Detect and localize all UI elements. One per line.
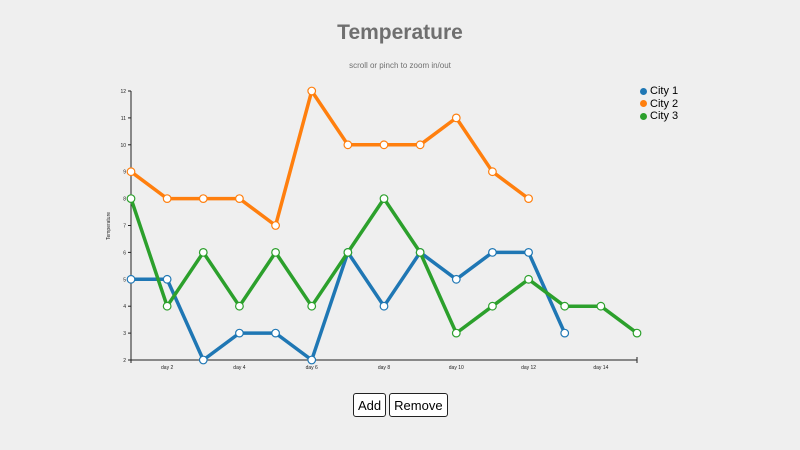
data-point[interactable] — [235, 301, 244, 311]
data-point[interactable] — [524, 247, 533, 257]
button-bar: Add Remove — [353, 393, 448, 417]
data-point[interactable] — [488, 167, 497, 177]
data-point[interactable] — [162, 301, 172, 311]
legend-label: City 1 — [650, 85, 679, 98]
x-tick-label: day 2 — [161, 365, 173, 371]
data-point[interactable] — [235, 328, 244, 338]
chart-lines — [126, 86, 642, 365]
y-tick-label: 6 — [123, 250, 126, 256]
data-point[interactable] — [271, 328, 280, 338]
data-point[interactable] — [343, 247, 353, 257]
data-point[interactable] — [451, 328, 461, 338]
data-point[interactable] — [379, 140, 389, 150]
data-point[interactable] — [560, 301, 570, 311]
data-point[interactable] — [488, 301, 497, 311]
y-tick-label: 9 — [123, 170, 126, 176]
data-point[interactable] — [307, 355, 317, 365]
data-point[interactable] — [198, 247, 208, 257]
data-point[interactable] — [307, 86, 317, 96]
data-point[interactable] — [379, 301, 389, 311]
data-point[interactable] — [632, 328, 642, 338]
data-point[interactable] — [162, 274, 172, 284]
data-point[interactable] — [126, 194, 136, 204]
chart-title: Temperature — [337, 21, 463, 44]
y-tick-label: 4 — [123, 304, 126, 310]
x-tick-label: day 10 — [449, 365, 464, 371]
y-tick-label: 8 — [123, 197, 126, 203]
data-point[interactable] — [379, 194, 389, 204]
legend-label: City 3 — [650, 110, 679, 123]
data-point[interactable] — [451, 274, 461, 284]
y-tick-label: 3 — [123, 331, 126, 337]
legend: City 1 City 2 City 3 — [640, 85, 678, 123]
legend-color-dot-icon — [640, 100, 647, 108]
data-point[interactable] — [596, 301, 606, 311]
data-point[interactable] — [415, 140, 425, 150]
data-point[interactable] — [126, 167, 136, 177]
y-tick-label: 10 — [120, 143, 126, 149]
data-point[interactable] — [198, 355, 208, 365]
add-button[interactable]: Add — [353, 393, 387, 417]
data-point[interactable] — [451, 113, 461, 123]
data-point[interactable] — [524, 274, 533, 284]
legend-item[interactable]: City 3 — [640, 110, 678, 123]
data-point[interactable] — [343, 140, 353, 150]
y-tick-label: 11 — [121, 116, 126, 122]
legend-color-dot-icon — [640, 87, 647, 95]
legend-color-dot-icon — [640, 112, 647, 120]
series-city-2 — [126, 86, 533, 230]
y-tick-label: 12 — [120, 89, 126, 95]
data-point[interactable] — [524, 194, 533, 204]
series-city-3 — [126, 194, 642, 338]
x-tick-label: day 8 — [378, 365, 390, 371]
x-tick-label: day 12 — [521, 365, 536, 371]
remove-button[interactable]: Remove — [389, 393, 448, 417]
data-point[interactable] — [560, 328, 570, 338]
data-point[interactable] — [198, 194, 208, 204]
legend-label: City 2 — [650, 97, 679, 110]
x-tick-label: day 6 — [306, 365, 318, 371]
data-point[interactable] — [307, 301, 317, 311]
legend-item[interactable]: City 2 — [640, 98, 678, 111]
chart-axes: 2 3 4 5 6 7 8 9 10 11 12 day 2 day 4 day 6 day 8 day 10… — [120, 89, 638, 371]
y-tick-label: 5 — [123, 277, 126, 283]
data-point[interactable] — [271, 247, 280, 257]
data-point[interactable] — [415, 247, 425, 257]
data-point[interactable] — [162, 194, 172, 204]
data-point[interactable] — [126, 274, 136, 284]
y-axis-title: Temperature — [106, 212, 112, 240]
x-tick-label: day 14 — [593, 365, 608, 371]
legend-item[interactable]: City 1 — [640, 85, 678, 98]
data-point[interactable] — [235, 194, 244, 204]
y-tick-label: 7 — [123, 224, 126, 230]
chart-subtitle: scroll or pinch to zoom in/out — [349, 61, 451, 70]
data-point[interactable] — [488, 247, 497, 257]
data-point[interactable] — [271, 221, 280, 230]
y-tick-label: 2 — [123, 358, 126, 364]
x-tick-label: day 4 — [233, 365, 245, 371]
